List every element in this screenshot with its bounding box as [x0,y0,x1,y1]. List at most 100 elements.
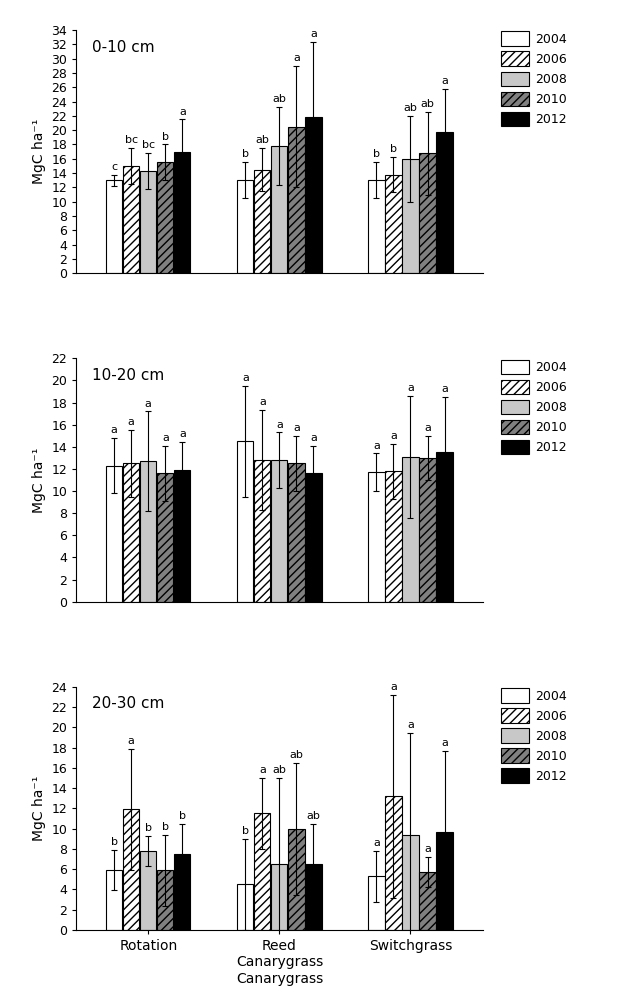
Bar [157,473,173,602]
Bar [368,472,385,602]
Y-axis label: MgC ha⁻¹: MgC ha⁻¹ [32,776,46,841]
Text: a: a [310,29,317,39]
Y-axis label: MgC ha⁻¹: MgC ha⁻¹ [32,119,46,184]
Bar [436,832,453,930]
Bar [420,458,436,602]
Bar [385,175,401,273]
Bar [288,463,305,602]
Legend: 2004, 2006, 2008, 2010, 2012: 2004, 2006, 2008, 2010, 2012 [501,688,566,783]
Bar [271,864,288,930]
Bar [123,809,139,930]
Text: a: a [162,433,169,443]
Bar [271,146,288,273]
Bar [123,166,139,273]
Bar [106,870,123,930]
Text: b: b [162,822,169,832]
Bar [140,851,156,930]
Text: a: a [259,765,266,775]
Bar [368,180,385,273]
Bar [403,159,418,273]
Text: b: b [242,826,249,836]
Bar [237,884,253,930]
Bar [385,796,401,930]
Bar [174,854,190,930]
Text: a: a [373,838,380,848]
Text: a: a [128,736,135,746]
Text: b: b [162,132,169,142]
Text: b: b [390,144,397,154]
Bar [254,460,271,602]
Bar [403,835,418,930]
Text: bc: bc [124,135,138,145]
Text: a: a [407,383,414,393]
Text: bc: bc [142,140,155,150]
Legend: 2004, 2006, 2008, 2010, 2012: 2004, 2006, 2008, 2010, 2012 [501,31,566,126]
Text: a: a [242,373,249,383]
Bar [420,872,436,930]
Bar [106,466,123,602]
Text: a: a [441,76,448,86]
Y-axis label: MgC ha⁻¹: MgC ha⁻¹ [32,447,46,513]
Text: b: b [179,811,186,821]
Text: ab: ab [307,811,321,821]
Text: a: a [128,417,135,427]
Text: ab: ab [255,135,269,145]
Bar [174,470,190,602]
Text: a: a [293,423,300,433]
Bar [288,829,305,930]
Text: b: b [145,823,152,833]
Text: a: a [145,399,152,409]
Text: b: b [242,149,249,159]
Bar [271,460,288,602]
Text: ab: ab [272,765,286,775]
Text: a: a [441,384,448,394]
Text: ab: ab [404,103,417,113]
Bar [305,473,321,602]
Text: a: a [293,53,300,63]
Text: 20-30 cm: 20-30 cm [93,696,165,711]
Text: a: a [424,844,431,854]
Text: ab: ab [290,750,304,760]
Text: c: c [111,162,117,172]
Text: a: a [259,397,266,407]
Bar [436,452,453,602]
Text: a: a [110,425,117,435]
Bar [140,461,156,602]
Text: a: a [407,720,414,730]
Bar [157,162,173,273]
Text: a: a [276,420,283,430]
Text: a: a [390,431,397,441]
Legend: 2004, 2006, 2008, 2010, 2012: 2004, 2006, 2008, 2010, 2012 [501,360,566,454]
Bar [368,876,385,930]
Bar [174,152,190,273]
Bar [140,171,156,273]
Text: a: a [390,682,397,692]
Bar [288,127,305,273]
X-axis label: Canarygrass: Canarygrass [236,972,323,986]
Bar [106,180,123,273]
Bar [305,864,321,930]
Text: b: b [110,837,117,847]
Text: a: a [441,738,448,748]
Bar [305,117,321,273]
Text: a: a [310,433,317,443]
Bar [385,471,401,602]
Text: b: b [373,149,380,159]
Text: a: a [179,429,186,439]
Bar [436,132,453,273]
Bar [254,170,271,273]
Bar [157,870,173,930]
Bar [254,813,271,930]
Bar [420,153,436,273]
Text: ab: ab [420,99,434,109]
Text: 0-10 cm: 0-10 cm [93,40,155,55]
Text: ab: ab [272,94,286,104]
Bar [237,441,253,602]
Text: a: a [179,107,186,117]
Bar [123,463,139,602]
Text: a: a [373,441,380,451]
Text: 10-20 cm: 10-20 cm [93,368,164,383]
Bar [237,180,253,273]
Text: a: a [424,423,431,433]
Bar [403,457,418,602]
